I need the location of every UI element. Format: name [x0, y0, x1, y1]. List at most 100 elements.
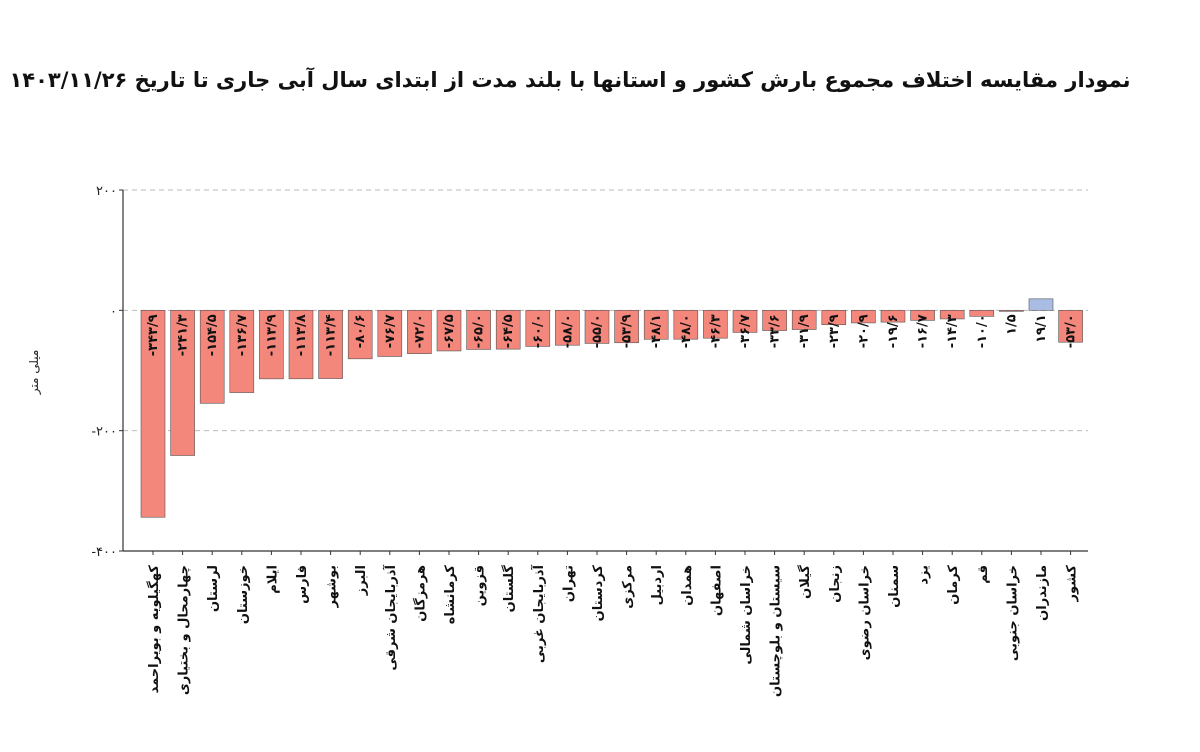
bar [436, 310, 462, 352]
value-label: -۳۳/۶ [768, 314, 783, 348]
value-label: -۴۸/۰ [679, 314, 694, 348]
category-label: گلستان [501, 565, 517, 613]
bar [140, 310, 166, 518]
bar [495, 310, 521, 350]
category-label: آذربایجان شرقی [382, 564, 399, 670]
bar [673, 310, 699, 340]
value-label: -۲۳/۹ [827, 314, 842, 348]
bar [466, 310, 491, 350]
value-label: -۳۱/۹ [797, 314, 812, 348]
value-label: -۷۶/۷ [383, 314, 398, 348]
value-label: -۱۶/۷ [916, 314, 931, 348]
value-label: -۴۸/۱ [649, 314, 664, 348]
category-label: فارس [295, 565, 310, 604]
category-label: یزد [917, 565, 932, 585]
value-label: -۱۳۶/۷ [235, 314, 250, 356]
bar [910, 310, 935, 321]
bar [762, 310, 787, 331]
category-label: اصفهان [709, 565, 724, 616]
bar [525, 310, 551, 347]
category-label: قم [976, 565, 991, 584]
category-label: سمنان [887, 565, 902, 608]
category-label: البرز [354, 565, 369, 596]
value-label: -۳۴۳/۹ [146, 314, 161, 356]
value-label: -۷۲/۰ [412, 314, 427, 348]
value-label: -۳۶/۷ [738, 314, 753, 348]
bar [555, 310, 580, 346]
category-label: کرمان [946, 565, 961, 605]
bar [229, 310, 255, 393]
category-label: کرمانشاه [443, 565, 458, 625]
bar [347, 310, 373, 360]
value-label: ۱/۵ [1004, 314, 1019, 335]
bar [377, 310, 403, 357]
value-label: -۱۱۳/۸ [294, 314, 309, 356]
value-label: -۶۰/۰ [531, 314, 546, 348]
category-label: لرستان [206, 565, 221, 612]
bar [939, 310, 965, 320]
bar [732, 310, 758, 333]
chart-title: نمودار مقایسه اختلاف مجموع بارش کشور و ا… [9, 68, 1131, 92]
value-label: -۱۵۴/۵ [205, 314, 220, 356]
value-label: -۵۳/۹ [620, 314, 635, 348]
category-label: گیلان [797, 565, 813, 599]
value-label: -۵۵/۰ [590, 314, 605, 348]
value-label: ۱۹/۱ [1034, 314, 1049, 343]
y-tick-label: -۴۰۰ [91, 545, 117, 560]
category-label: کردستان [591, 565, 606, 622]
bar [288, 310, 314, 380]
bar [821, 310, 847, 326]
y-axis-label: میلی متر [27, 350, 42, 396]
bar [170, 310, 195, 456]
bar [318, 310, 343, 379]
category-label: کهگیلویه و بویراحمد [146, 565, 162, 694]
y-tick-label: -۲۰۰ [91, 425, 117, 440]
category-label: ایلام [265, 565, 280, 594]
category-label: قزوین [473, 565, 488, 606]
category-label: هرمزگان [412, 565, 428, 622]
category-label: خوزستان [236, 565, 251, 624]
category-label: آذربایجان غربی [530, 564, 547, 663]
bar [851, 310, 876, 324]
bar [614, 310, 639, 344]
bar [969, 310, 995, 317]
value-label: -۶۵/۰ [472, 314, 487, 348]
value-label: -۱۰/۰ [975, 314, 990, 348]
category-label: خراسان شمالی [739, 565, 754, 665]
value-label: -۵۸/۰ [560, 314, 575, 348]
y-tick-label: ۲۰۰ [96, 184, 117, 199]
bar [880, 310, 906, 323]
category-label: بوشهر [325, 565, 340, 609]
value-label: -۸۰/۶ [353, 314, 368, 348]
bar [703, 310, 728, 339]
value-label: -۱۱۳/۹ [264, 314, 279, 356]
value-label: -۴۶/۳ [708, 314, 723, 348]
category-label: مازندران [1035, 565, 1050, 621]
bar [1058, 310, 1083, 343]
category-label: چهارمحال و بختیاری [177, 565, 192, 695]
category-label: اردبیل [650, 565, 665, 605]
category-label: کشور [1065, 565, 1080, 603]
value-label: -۲۴۱/۳ [176, 314, 191, 356]
category-label: خراسان رضوی [857, 565, 872, 660]
value-label: -۱۴/۳ [945, 314, 960, 348]
value-label: -۶۷/۵ [442, 314, 457, 348]
bar [259, 310, 284, 380]
category-label: مرکزی [621, 565, 636, 609]
category-label: سیستان و بلوچستان [769, 565, 784, 697]
category-label: تهران [561, 565, 576, 602]
category-label: زنجان [828, 565, 843, 603]
bar [643, 310, 669, 340]
value-label: -۱۹/۶ [886, 314, 901, 348]
bar [791, 310, 817, 330]
value-label: -۵۳/۰ [1064, 314, 1079, 348]
bar [999, 310, 1024, 312]
value-label: -۶۴/۵ [501, 314, 516, 348]
value-label: -۲۰/۹ [856, 314, 871, 348]
category-label: خراسان جنوبی [1005, 565, 1020, 661]
bar [407, 310, 432, 354]
bar [584, 310, 610, 344]
value-label: -۱۱۳/۴ [324, 314, 339, 356]
bar [1028, 298, 1054, 311]
